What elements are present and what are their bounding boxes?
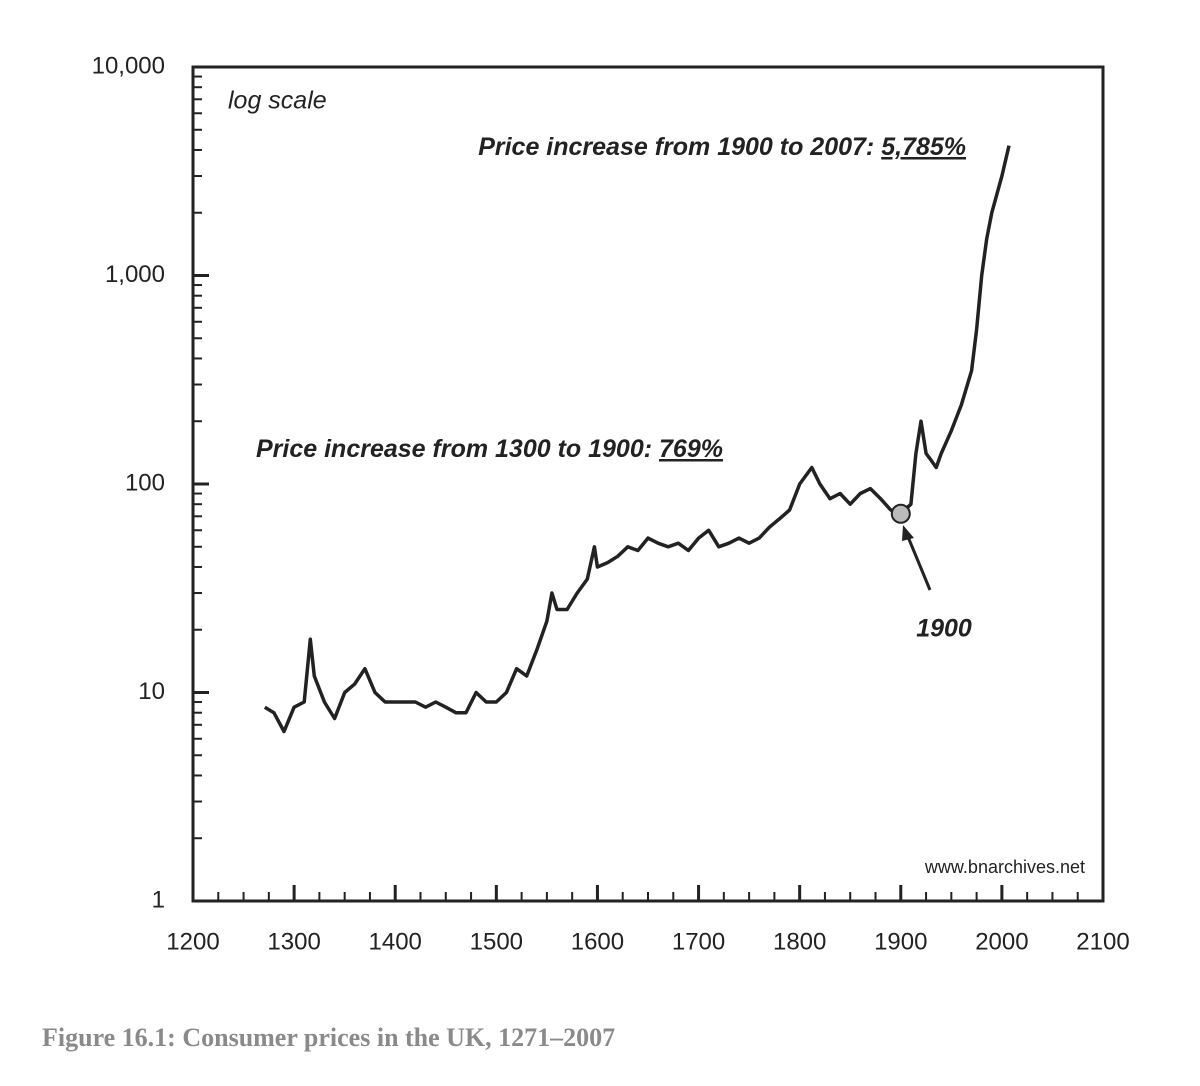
annotation-text: Price increase from 1900 to 2007: 5,785%	[478, 133, 966, 161]
x-tick-label: 1200	[166, 928, 219, 955]
x-tick-label: 1300	[267, 928, 320, 955]
x-tick-label: 1700	[672, 928, 725, 955]
x-tick-label: 1500	[470, 928, 523, 955]
x-tick-label: 2100	[1076, 928, 1129, 955]
y-tick-label: 1,000	[105, 261, 165, 288]
arrow	[904, 531, 932, 591]
y-tick-label: 1	[152, 886, 165, 913]
arrow-head	[902, 525, 914, 541]
scale-note: log scale	[228, 87, 327, 115]
annotation-value: 5,785%	[881, 133, 966, 161]
highlight-point	[890, 503, 911, 524]
price-line	[263, 145, 1011, 734]
x-tick-label: 1600	[571, 928, 624, 955]
y-tick-label: 10	[138, 678, 165, 705]
annotation-label: Price increase from 1900 to 2007:	[478, 133, 874, 161]
highlight-label: 1900	[916, 615, 972, 643]
x-tick-label: 1800	[773, 928, 826, 955]
annotation-value: 769%	[659, 435, 723, 463]
caption: Figure 16.1: Consumer prices in the UK, …	[42, 1023, 615, 1052]
x-tick-label: 2000	[975, 928, 1028, 955]
annotation-text: Price increase from 1300 to 1900: 769%	[256, 435, 723, 463]
y-tick-label: 100	[125, 469, 165, 496]
x-tick-label: 1400	[369, 928, 422, 955]
source: www.bnarchives.net	[924, 857, 1085, 877]
annotation-label: Price increase from 1300 to 1900:	[256, 435, 652, 463]
y-tick-label: 10,000	[92, 52, 165, 79]
plot-frame	[191, 65, 1105, 903]
x-tick-label: 1900	[874, 928, 927, 955]
